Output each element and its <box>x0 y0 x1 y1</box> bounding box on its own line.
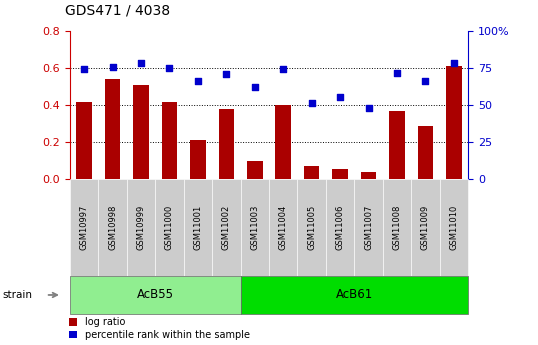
Point <box>165 66 174 71</box>
Bar <box>360 172 377 179</box>
Bar <box>446 66 462 179</box>
Point <box>307 100 316 106</box>
Text: GSM11009: GSM11009 <box>421 205 430 250</box>
Text: GSM11007: GSM11007 <box>364 205 373 250</box>
Bar <box>190 140 206 179</box>
Text: GSM11001: GSM11001 <box>193 205 202 250</box>
Bar <box>304 166 320 179</box>
Point <box>393 71 401 76</box>
Text: GSM11005: GSM11005 <box>307 205 316 250</box>
Text: GSM10999: GSM10999 <box>137 205 146 250</box>
Point <box>421 78 430 83</box>
Bar <box>247 161 263 179</box>
Point <box>194 79 202 84</box>
Text: GSM11003: GSM11003 <box>250 205 259 250</box>
Bar <box>332 169 348 179</box>
Point <box>251 84 259 89</box>
Text: GSM11000: GSM11000 <box>165 205 174 250</box>
Point <box>364 106 373 111</box>
Point <box>279 66 287 72</box>
Text: strain: strain <box>3 290 33 300</box>
Point <box>336 94 344 100</box>
Text: AcB61: AcB61 <box>336 288 373 302</box>
Text: AcB55: AcB55 <box>137 288 174 302</box>
Text: GSM11010: GSM11010 <box>449 205 458 250</box>
Text: GSM11004: GSM11004 <box>279 205 288 250</box>
Point <box>80 66 88 72</box>
Bar <box>161 101 178 179</box>
Bar <box>218 109 234 179</box>
Text: GDS471 / 4038: GDS471 / 4038 <box>65 3 169 17</box>
Text: GSM11006: GSM11006 <box>336 205 345 250</box>
Point <box>450 60 458 66</box>
Bar <box>133 85 149 179</box>
Bar <box>105 79 121 179</box>
Text: GSM10997: GSM10997 <box>80 205 89 250</box>
Bar <box>389 111 405 179</box>
Text: GSM11002: GSM11002 <box>222 205 231 250</box>
Point <box>108 64 117 69</box>
Bar <box>76 101 92 179</box>
Text: GSM10998: GSM10998 <box>108 205 117 250</box>
Legend: log ratio, percentile rank within the sample: log ratio, percentile rank within the sa… <box>69 317 250 340</box>
Text: GSM11008: GSM11008 <box>392 205 401 250</box>
Bar <box>275 105 291 179</box>
Bar <box>417 126 433 179</box>
Point <box>137 60 145 66</box>
Point <box>222 71 231 77</box>
